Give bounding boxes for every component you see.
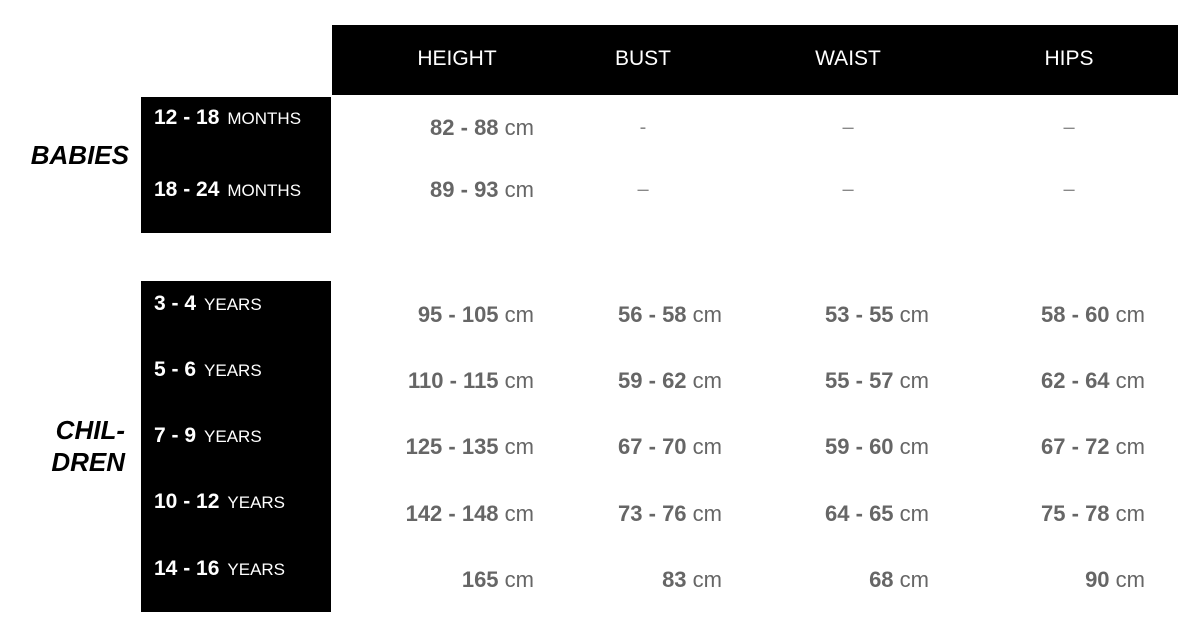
measurement-value: 62 - 64 cm (1041, 368, 1145, 393)
measurement-value: 59 - 62 cm (618, 368, 722, 393)
measurement-value: 82 - 88 cm (430, 115, 534, 140)
size-label: 7 - 9 YEARS (154, 424, 262, 447)
empty-value: – (842, 178, 854, 201)
measurement-value: 67 - 72 cm (1041, 434, 1145, 459)
measurement-value: 59 - 60 cm (825, 434, 929, 459)
children-label-box (141, 281, 331, 612)
group-label-children: CHIL- DREN (51, 415, 125, 477)
measurement-value: 64 - 65 cm (825, 501, 929, 526)
column-header-hips: HIPS (1044, 47, 1094, 70)
column-header-bust: BUST (614, 47, 672, 70)
measurement-value: 142 - 148 cm (405, 501, 534, 526)
measurement-value: 53 - 55 cm (825, 302, 929, 327)
size-label: 10 - 12 YEARS (154, 490, 286, 513)
column-header-waist: WAIST (815, 47, 881, 70)
measurement-value: 58 - 60 cm (1041, 302, 1145, 327)
group-label-babies: BABIES (30, 140, 129, 170)
size-label: 12 - 18 MONTHS (154, 106, 302, 129)
measurement-value: 67 - 70 cm (618, 434, 722, 459)
measurement-value: 55 - 57 cm (825, 368, 929, 393)
measurement-value: 83 cm (662, 567, 722, 592)
measurement-value: 56 - 58 cm (618, 302, 722, 327)
empty-value: – (842, 116, 854, 139)
size-label: 3 - 4 YEARS (154, 292, 262, 315)
size-label: 5 - 6 YEARS (154, 358, 262, 381)
size-label: 14 - 16 YEARS (154, 557, 286, 580)
measurement-value: 165 cm (461, 567, 534, 592)
measurement-value: 89 - 93 cm (430, 177, 534, 202)
empty-value: – (1063, 178, 1075, 201)
measurement-value: 125 - 135 cm (405, 434, 534, 459)
measurement-value: 75 - 78 cm (1041, 501, 1145, 526)
babies-label-box (141, 97, 331, 233)
measurement-value: 95 - 105 cm (417, 302, 534, 327)
empty-value: - (639, 116, 647, 139)
measurement-value: 110 - 115 cm (408, 368, 534, 393)
empty-value: – (1063, 116, 1075, 139)
size-label: 18 - 24 MONTHS (154, 178, 302, 201)
measurement-value: 73 - 76 cm (618, 501, 722, 526)
empty-value: – (637, 178, 649, 201)
column-header-height: HEIGHT (417, 47, 497, 70)
header-bar (332, 25, 1178, 95)
measurement-value: 90 cm (1085, 567, 1145, 592)
measurement-value: 68 cm (869, 567, 929, 592)
